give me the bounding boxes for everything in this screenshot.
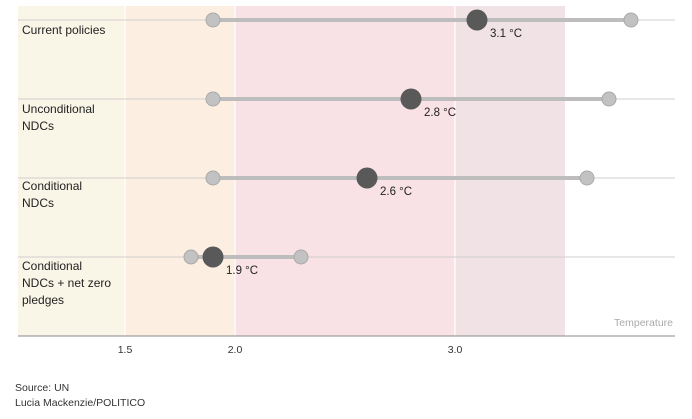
category-label: Current policies bbox=[22, 23, 105, 37]
low-point bbox=[205, 12, 221, 28]
value-label: 3.1 °C bbox=[490, 28, 522, 40]
background-band-1 bbox=[125, 6, 235, 336]
credit-note: Lucia Mackenzie/POLITICO bbox=[15, 397, 146, 409]
category-label: Conditional NDCs bbox=[22, 179, 82, 210]
x-tick-label: 2.0 bbox=[228, 344, 243, 356]
background-band-0 bbox=[18, 6, 125, 336]
high-point bbox=[623, 12, 639, 28]
low-point bbox=[205, 91, 221, 107]
category-label: Unconditional NDCs bbox=[22, 102, 95, 133]
x-axis-title: Temperature bbox=[614, 317, 673, 329]
background-band-3 bbox=[455, 6, 565, 336]
central-point bbox=[202, 246, 224, 268]
range-dot-chart: 1.5 2.0 3.0 Temperature Current policies Unco… bbox=[18, 6, 675, 356]
category-label: Conditional NDCs + net zero pledges bbox=[22, 259, 111, 307]
x-tick-label: 3.0 bbox=[448, 344, 463, 356]
central-point bbox=[356, 167, 378, 189]
central-point bbox=[466, 9, 488, 31]
low-point bbox=[183, 249, 199, 265]
low-point bbox=[205, 170, 221, 186]
high-point bbox=[293, 249, 309, 265]
high-point bbox=[601, 91, 617, 107]
background-band-2 bbox=[235, 6, 455, 336]
source-note: Source: UN bbox=[15, 382, 70, 394]
value-label: 2.8 °C bbox=[424, 107, 456, 119]
value-label: 1.9 °C bbox=[226, 265, 258, 277]
high-point bbox=[579, 170, 595, 186]
central-point bbox=[400, 88, 422, 110]
value-label: 2.6 °C bbox=[380, 186, 412, 198]
x-tick-label: 1.5 bbox=[118, 344, 133, 356]
